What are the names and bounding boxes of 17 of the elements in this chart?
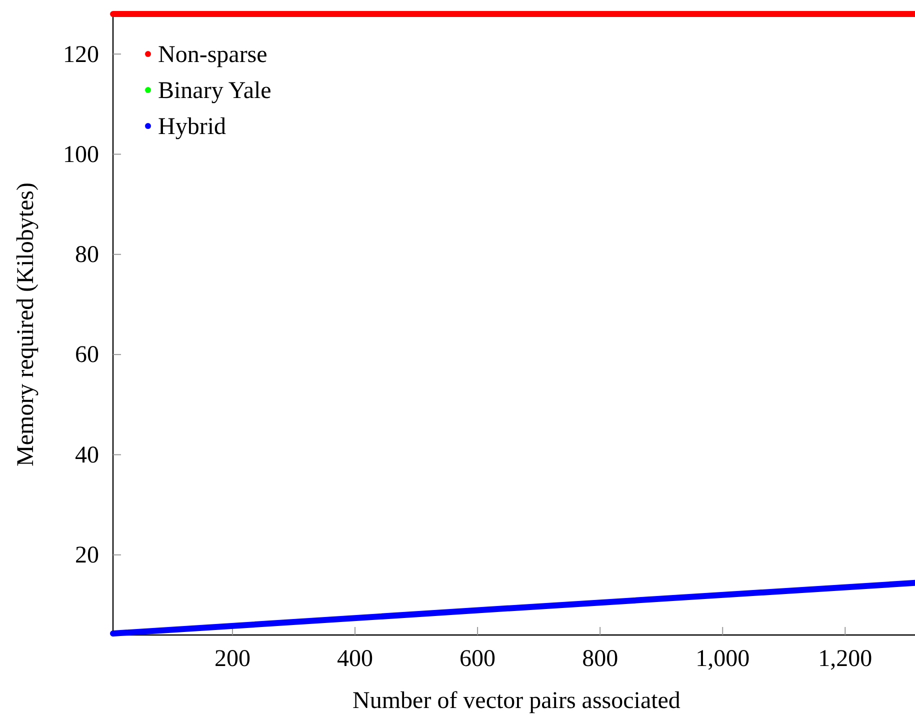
legend-label: Hybrid [158,114,226,140]
x-tick-label: 400 [337,646,374,672]
x-tick-label: 800 [582,646,618,672]
y-tick-label: 60 [75,342,99,368]
x-tick-label: 200 [214,646,250,672]
x-axis-title: Number of vector pairs associated [352,688,680,714]
y-tick-label: 20 [75,542,99,569]
x-tick-label: 1,200 [818,646,872,672]
y-tick-label: 40 [75,442,99,468]
y-tick-label: 80 [75,242,99,268]
y-axis-title: Memory required (Kilobytes) [13,182,39,466]
legend-label: Non-sparse [158,42,268,68]
y-tick-label: 120 [63,42,99,68]
x-tick-label: 600 [460,646,496,672]
y-tick-label: 100 [63,142,99,168]
x-tick-label: 1,000 [696,646,750,672]
legend-label: Binary Yale [158,78,272,104]
